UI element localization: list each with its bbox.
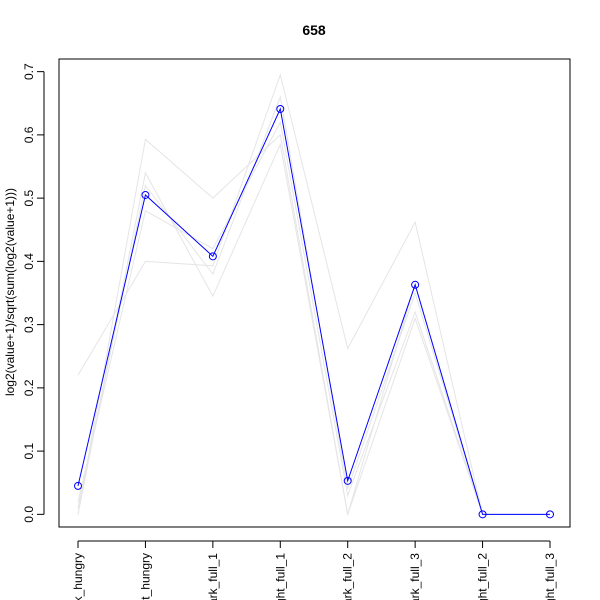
x-tick-label: dark_full_3 bbox=[408, 553, 422, 600]
y-axis-label: log2(value+1)/sqrt(sum(log2(value+1))) bbox=[3, 188, 17, 396]
chart-title: 658 bbox=[302, 22, 326, 38]
x-tick-label: dark_hungry bbox=[71, 553, 85, 600]
data-point bbox=[141, 190, 150, 199]
data-point bbox=[276, 104, 285, 113]
data-point bbox=[208, 252, 217, 261]
data-point bbox=[343, 476, 352, 485]
background-series-line bbox=[77, 142, 550, 515]
background-series-line bbox=[77, 120, 550, 515]
background-series-line bbox=[77, 73, 550, 515]
x-tick-label: dark_full_2 bbox=[341, 553, 355, 600]
x-tick-label: light_full_2 bbox=[476, 553, 490, 600]
data-point bbox=[411, 280, 420, 289]
y-tick-label: 0.5 bbox=[22, 189, 36, 206]
highlight-series-line bbox=[77, 107, 550, 515]
y-tick-label: 0.7 bbox=[22, 63, 36, 80]
y-tick-label: 0.2 bbox=[22, 379, 36, 396]
plot-frame bbox=[58, 58, 571, 528]
data-point bbox=[546, 510, 554, 519]
y-tick-label: 0.6 bbox=[22, 126, 36, 143]
y-tick-label: 0.3 bbox=[22, 316, 36, 333]
x-tick-label: dark_full_1 bbox=[206, 553, 220, 600]
x-tick-label: ight_hungry bbox=[138, 553, 152, 600]
highlighted-series bbox=[74, 104, 554, 519]
y-tick-label: 0.1 bbox=[22, 442, 36, 459]
data-point bbox=[74, 481, 82, 490]
x-tick-label: light_full_1 bbox=[273, 553, 287, 600]
y-tick-label: 0.4 bbox=[22, 253, 36, 270]
data-point bbox=[478, 510, 487, 519]
y-axis: 0.0 0.1 0.2 0.3 0.4 0.5 0.6 0.7 bbox=[22, 63, 45, 523]
background-series-line bbox=[77, 133, 550, 517]
x-tick-label: light_full_3 bbox=[543, 553, 557, 600]
y-tick-label: 0.0 bbox=[22, 506, 36, 523]
background-series-line bbox=[77, 95, 550, 515]
x-axis: dark_hungry ight_hungry dark_full_1 light_f… bbox=[71, 540, 557, 600]
